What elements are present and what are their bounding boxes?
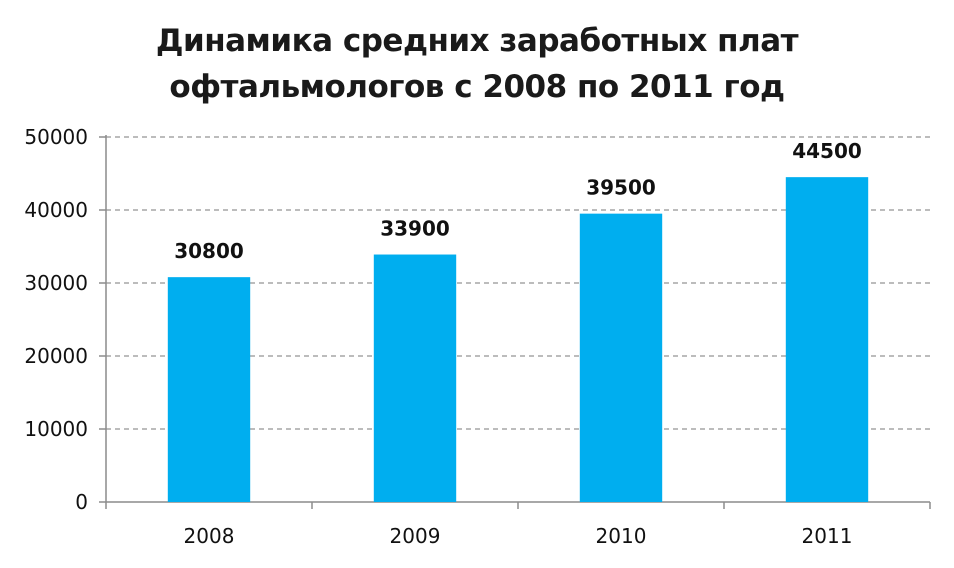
data-label-2010: 39500 xyxy=(586,176,656,200)
y-tick-label: 20000 xyxy=(24,344,88,368)
bar-2009 xyxy=(373,254,457,502)
x-tick-label-2009: 2009 xyxy=(390,524,441,548)
y-tick-label: 10000 xyxy=(24,417,88,441)
y-tick-label: 40000 xyxy=(24,198,88,222)
x-tick-label-2011: 2011 xyxy=(802,524,853,548)
chart-title-line-2: офтальмологов с 2008 по 2011 год xyxy=(169,69,785,105)
y-tick-label: 30000 xyxy=(24,271,88,295)
bar-2010 xyxy=(579,213,663,502)
chart-title-line-1: Динамика средних заработных плат xyxy=(155,23,799,59)
y-tick-label: 0 xyxy=(75,490,88,514)
data-label-2009: 33900 xyxy=(380,217,450,241)
x-tick-label-2008: 2008 xyxy=(184,524,235,548)
bar-2011 xyxy=(785,177,869,502)
bar-2008 xyxy=(167,277,251,502)
data-label-2011: 44500 xyxy=(792,139,862,163)
chart-title: Динамика средних заработных плат офтальм… xyxy=(0,18,954,110)
data-label-2008: 30800 xyxy=(174,239,244,263)
y-tick-label: 50000 xyxy=(24,125,88,149)
x-tick-label-2010: 2010 xyxy=(596,524,647,548)
